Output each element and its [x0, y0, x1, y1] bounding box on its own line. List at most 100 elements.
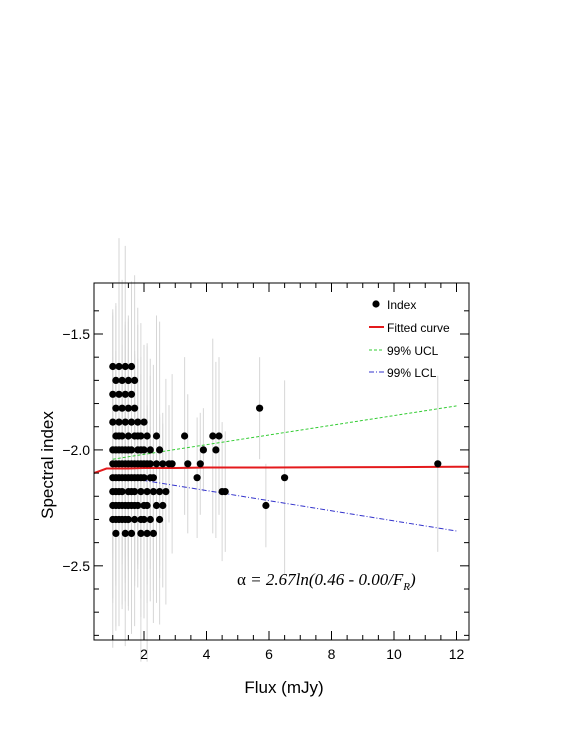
- index-point: [127, 362, 136, 371]
- x-tick-label: 12: [449, 646, 465, 662]
- index-point: [137, 488, 145, 496]
- index-point: [127, 446, 136, 454]
- index-point: [124, 404, 132, 412]
- index-point: [109, 362, 117, 371]
- index-point: [281, 474, 289, 482]
- index-point: [121, 362, 129, 371]
- fit-lines: [93, 405, 469, 532]
- index-point: [121, 529, 129, 538]
- plot-frame: [93, 282, 470, 641]
- legend-label: 99% UCL: [387, 344, 439, 358]
- index-point: [127, 529, 136, 538]
- index-point: [152, 432, 161, 440]
- legend-label: Fitted curve: [387, 321, 450, 335]
- index-point: [262, 501, 270, 510]
- x-tick-label: 10: [386, 646, 402, 662]
- index-point: [434, 460, 442, 468]
- index-point: [115, 362, 123, 371]
- y-tick-label: −1.5: [62, 326, 90, 342]
- x-tick-label: 8: [328, 646, 336, 662]
- index-point: [196, 460, 204, 468]
- data-points: [109, 362, 442, 538]
- legend-label: Index: [387, 298, 416, 312]
- index-point: [118, 376, 126, 384]
- index-point: [121, 390, 129, 398]
- index-point: [112, 529, 120, 538]
- index-point: [143, 432, 151, 440]
- index-point: [140, 446, 148, 454]
- index-point: [137, 432, 145, 440]
- index-point: [156, 515, 164, 524]
- index-point: [184, 460, 192, 468]
- index-point: [181, 432, 189, 440]
- x-tick-label: 2: [140, 646, 148, 662]
- index-point: [140, 515, 148, 524]
- x-tick-label: 6: [265, 646, 273, 662]
- formula-close: ): [409, 570, 416, 589]
- index-point: [162, 488, 170, 496]
- index-point: [152, 501, 161, 510]
- index-point: [159, 460, 167, 468]
- index-point: [146, 515, 154, 524]
- index-point: [209, 432, 217, 440]
- y-tick-label: −2.0: [62, 442, 90, 458]
- index-point: [109, 390, 117, 398]
- index-point: [131, 515, 139, 524]
- index-point: [121, 418, 129, 426]
- legend-swatch-index: [372, 300, 380, 308]
- index-point: [221, 488, 229, 496]
- index-point: [137, 529, 145, 538]
- index-point: [256, 404, 264, 412]
- index-point: [112, 404, 120, 412]
- index-point: [127, 418, 136, 426]
- index-point: [115, 390, 123, 398]
- index-point: [156, 446, 164, 454]
- index-point: [146, 446, 154, 454]
- lcl-99-line: [112, 474, 457, 532]
- y-axis-label: Spectral index: [38, 411, 57, 519]
- index-point: [131, 376, 139, 384]
- index-point: [140, 418, 148, 426]
- index-point: [156, 488, 164, 496]
- axes: 2 4 6 8 10 12 −2.5 −2.0 −1.5: [62, 282, 470, 662]
- index-point: [146, 460, 154, 468]
- index-point: [143, 501, 151, 510]
- index-point: [134, 418, 142, 426]
- fitted-curve-line: [93, 465, 469, 475]
- formula-main: = 2.67ln(0.46 - 0.00/F: [246, 570, 404, 589]
- index-point: [159, 501, 167, 510]
- index-point: [124, 515, 132, 524]
- index-point: [143, 488, 151, 496]
- formula-sub: R: [402, 581, 410, 593]
- x-tick-label: 4: [203, 646, 211, 662]
- index-point: [118, 432, 126, 440]
- index-point: [215, 432, 223, 440]
- index-point: [127, 390, 136, 398]
- index-point: [124, 376, 132, 384]
- legend: Index Fitted curve 99% UCL 99% LCL: [369, 298, 450, 380]
- index-point: [109, 418, 117, 426]
- index-point: [152, 460, 161, 468]
- index-point: [149, 474, 157, 482]
- index-point: [149, 488, 157, 496]
- index-point: [115, 418, 123, 426]
- index-point: [212, 446, 220, 454]
- x-axis-label: Flux (mJy): [244, 678, 323, 697]
- fit-formula-annotation: α = 2.67ln(0.46 - 0.00/FR): [237, 570, 416, 593]
- y-tick-label: −2.5: [62, 558, 90, 574]
- legend-label: 99% LCL: [387, 366, 437, 380]
- index-point: [168, 460, 176, 468]
- index-point: [131, 404, 139, 412]
- ucl-99-line: [112, 405, 457, 460]
- index-point: [199, 446, 207, 454]
- index-point: [124, 432, 132, 440]
- index-point: [118, 404, 126, 412]
- index-point: [143, 529, 151, 538]
- index-point: [149, 529, 157, 538]
- index-point: [193, 474, 201, 482]
- index-point: [131, 488, 139, 496]
- index-point: [134, 501, 142, 510]
- index-point: [118, 488, 126, 496]
